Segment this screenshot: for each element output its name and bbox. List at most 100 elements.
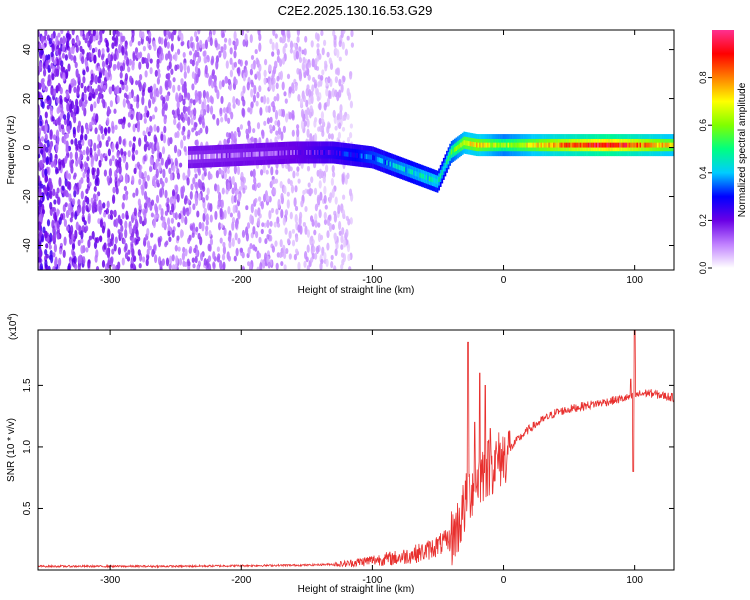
noise-cell (66, 225, 70, 232)
ridge-core-cell (493, 142, 496, 148)
ridge-core-cell (491, 142, 494, 148)
noise-cell (233, 61, 237, 68)
noise-cell (92, 35, 96, 42)
noise-cell (231, 187, 235, 195)
noise-cell (186, 210, 190, 217)
noise-cell (169, 255, 173, 265)
noise-cell (216, 117, 220, 126)
noise-cell (119, 71, 123, 79)
noise-cell (228, 240, 232, 249)
noise-cell (327, 90, 331, 100)
noise-cell (109, 176, 113, 184)
noise-cell (334, 125, 338, 131)
ridge-core-cell (616, 142, 618, 148)
ridge-core-cell (446, 159, 448, 165)
ridge-core-cell (265, 151, 267, 157)
noise-cell (61, 52, 66, 59)
noise-cell (276, 216, 280, 225)
noise-cell (123, 185, 127, 192)
noise-cell (268, 64, 272, 72)
noise-cell (334, 196, 338, 205)
ridge-core-cell (510, 142, 513, 148)
noise-cell (254, 208, 258, 218)
noise-cell (307, 182, 311, 188)
noise-cell (317, 232, 322, 243)
noise-cell (233, 164, 237, 175)
colorbar-label: Normalized spectral amplitude (737, 82, 748, 217)
noise-cell (256, 266, 260, 270)
noise-cell (153, 43, 157, 52)
noise-cell (48, 37, 52, 45)
noise-cell (168, 80, 172, 89)
noise-cell (154, 106, 158, 113)
noise-cell (153, 134, 157, 143)
noise-cell (64, 156, 68, 164)
noise-cell (182, 135, 186, 141)
noise-cell (321, 246, 325, 256)
noise-cell (279, 239, 283, 248)
noise-cell (133, 167, 137, 175)
noise-cell (233, 181, 238, 191)
noise-cell (314, 213, 318, 222)
noise-cell (93, 198, 97, 208)
noise-cell (306, 165, 311, 172)
noise-cell (125, 161, 129, 171)
ridge-core-cell (557, 142, 560, 148)
ridge-core-cell (277, 150, 280, 156)
noise-cell (42, 226, 46, 234)
noise-cell (291, 88, 295, 94)
noise-cell (284, 209, 288, 217)
noise-cell (310, 40, 314, 48)
noise-cell (291, 228, 295, 234)
noise-cell (221, 79, 225, 88)
ridge-core-cell (431, 177, 434, 183)
noise-cell (300, 108, 305, 119)
noise-cell (163, 125, 167, 134)
ridge-core-cell (376, 156, 379, 162)
noise-cell (280, 208, 284, 219)
noise-cell (320, 111, 324, 120)
noise-cell (57, 116, 61, 126)
noise-cell (129, 103, 133, 110)
ridge-core-cell (509, 142, 511, 148)
noise-cell (111, 84, 115, 92)
top-y-tick-label: 0 (22, 144, 33, 150)
noise-cell (45, 146, 49, 153)
noise-cell (141, 56, 145, 65)
noise-cell (266, 96, 270, 105)
noise-cell (103, 84, 107, 91)
top-x-tick-label: -300 (100, 275, 120, 286)
noise-cell (176, 172, 181, 180)
noise-cell (229, 212, 233, 218)
ridge-core-cell (513, 142, 516, 148)
noise-cell (128, 140, 132, 148)
noise-cell (327, 76, 331, 84)
ridge-core-cell (329, 150, 332, 155)
noise-cell (115, 167, 120, 174)
colorbar-tick-label: 0.8 (698, 71, 708, 84)
noise-cell (256, 71, 260, 77)
noise-cell (340, 83, 344, 93)
noise-cell (286, 199, 290, 209)
ridge-core-cell (321, 150, 324, 155)
noise-cell (171, 203, 175, 213)
colorbar-ticks: 0.00.20.40.60.8 (698, 71, 712, 274)
noise-cell (347, 253, 351, 262)
noise-cell (276, 134, 281, 140)
noise-cell (119, 173, 123, 181)
noise-cell (178, 95, 182, 103)
ridge-core-cell (392, 162, 395, 168)
noise-cell (66, 102, 70, 112)
ridge-core-cell (192, 154, 195, 160)
noise-cell (299, 98, 304, 108)
ridge-core-cell (549, 142, 552, 148)
noise-cell (319, 234, 324, 241)
ridge-core-cell (444, 162, 447, 168)
ridge-core-cell (556, 142, 559, 148)
noise-cell (257, 207, 261, 217)
noise-cell (165, 53, 169, 61)
noise-cell (170, 31, 174, 42)
noise-cell (124, 220, 128, 230)
noise-cell (317, 222, 321, 228)
noise-cell (107, 136, 111, 142)
